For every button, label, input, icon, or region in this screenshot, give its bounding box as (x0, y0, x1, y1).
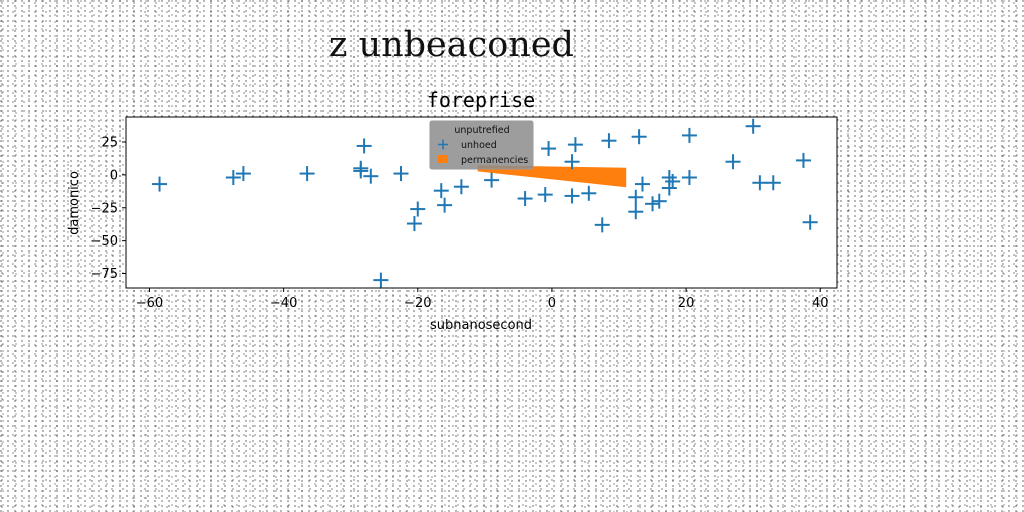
legend-title: unputrefied (454, 125, 509, 136)
unhoed-point (393, 166, 409, 182)
x-axis-ticks: −60 −40 −20 0 20 40 (136, 288, 829, 311)
unhoed-point (410, 201, 426, 217)
unhoed-point (406, 216, 422, 232)
unhoed-point (752, 175, 768, 191)
unhoed-point (363, 168, 379, 184)
chart-title: foreprise (427, 88, 535, 112)
unhoed-point (567, 137, 583, 153)
unhoed-point (541, 141, 557, 157)
unhoed-point (802, 214, 818, 230)
unhoed-point (537, 187, 553, 203)
legend-box (429, 120, 534, 170)
unhoed-point (564, 154, 580, 170)
y-tick-label: −25 (91, 201, 118, 216)
y-tick-label: −75 (91, 267, 118, 282)
unhoed-point (665, 173, 681, 189)
unhoed-point (765, 175, 781, 191)
y-tick-label: 0 (110, 168, 118, 183)
figure-suptitle: z unbeaconed (329, 25, 574, 65)
y-axis-label: damonico (67, 171, 82, 235)
unhoed-point (651, 193, 667, 209)
unhoed-point (745, 118, 761, 134)
unhoed-point (594, 217, 610, 233)
unhoed-point (795, 152, 811, 168)
legend-label-unhoed: unhoed (461, 140, 497, 151)
unhoed-point (437, 197, 453, 213)
x-tick-label: −20 (404, 296, 431, 311)
unhoed-point (628, 204, 644, 220)
unhoed-point (581, 185, 597, 201)
x-tick-label: 20 (678, 296, 695, 311)
unhoed-point (453, 179, 469, 195)
unhoed-point (725, 154, 741, 170)
unhoed-point (353, 163, 369, 179)
y-tick-label: −50 (91, 234, 118, 249)
unhoed-point (433, 183, 449, 199)
x-tick-label: −60 (136, 296, 163, 311)
legend-label-permanencies: permanencies (461, 155, 528, 166)
x-tick-label: 0 (548, 296, 556, 311)
unhoed-point (564, 188, 580, 204)
unhoed-point (628, 189, 644, 205)
unhoed-point (517, 191, 533, 207)
series-unhoed (152, 118, 818, 288)
unhoed-point (601, 133, 617, 149)
x-tick-label: 40 (812, 296, 829, 311)
unhoed-point (225, 170, 241, 186)
y-axis-ticks: 25 0 −25 −50 −75 (91, 135, 126, 282)
legend: unputrefied unhoed permanencies (429, 120, 534, 170)
unhoed-point (373, 272, 389, 288)
unhoed-point (634, 176, 650, 192)
unhoed-point (235, 166, 251, 182)
x-axis-label: subnanosecond (430, 318, 532, 333)
unhoed-point (631, 129, 647, 145)
legend-marker-unhoed (438, 139, 448, 150)
unhoed-point (681, 170, 697, 186)
unhoed-point (152, 176, 168, 192)
unhoed-point (299, 166, 315, 182)
y-tick-label: 25 (101, 135, 118, 150)
unhoed-point (645, 196, 661, 212)
legend-marker-permanencies (438, 155, 448, 163)
unhoed-point (356, 138, 372, 154)
x-tick-label: −40 (270, 296, 297, 311)
unhoed-point (661, 180, 677, 196)
unhoed-point (681, 127, 697, 143)
unhoed-point (484, 172, 500, 188)
